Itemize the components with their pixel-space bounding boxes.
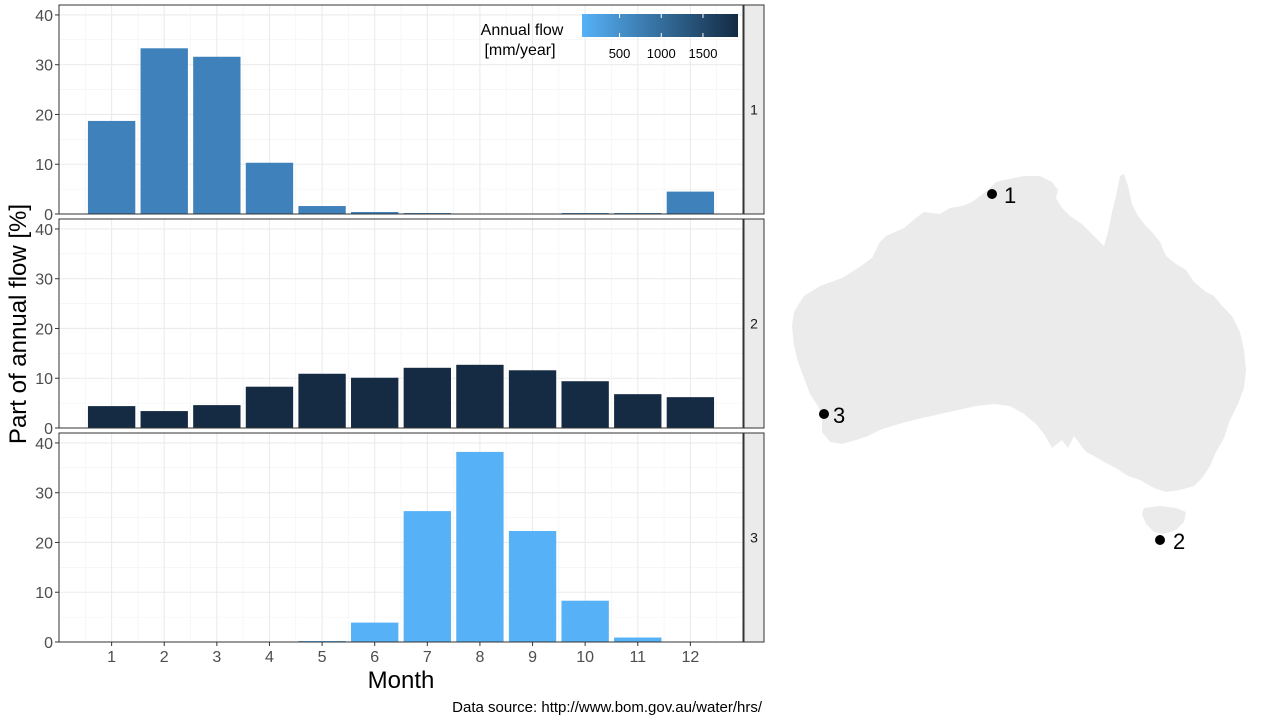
y-tick-label: 20 bbox=[35, 321, 53, 338]
bar-3-7 bbox=[403, 511, 451, 642]
x-tick-label: 1 bbox=[107, 649, 116, 666]
station-label-2: 2 bbox=[1173, 529, 1185, 554]
bar-1-5 bbox=[298, 206, 346, 214]
x-tick-label: 5 bbox=[318, 649, 327, 666]
legend-ticks: 500 1000 1500 bbox=[609, 14, 718, 61]
y-tick-label: 30 bbox=[35, 486, 53, 503]
legend-title-line1: Annual flow bbox=[481, 22, 564, 39]
y-tick-label: 40 bbox=[35, 436, 53, 453]
x-tick-label: 6 bbox=[370, 649, 379, 666]
bar-2-8 bbox=[456, 364, 504, 428]
bar-2-12 bbox=[666, 397, 715, 428]
x-tick-label: 3 bbox=[212, 649, 221, 666]
bar-3-11 bbox=[614, 637, 662, 642]
data-source-caption: Data source: http://www.bom.gov.au/water… bbox=[452, 699, 763, 716]
bar-2-4 bbox=[245, 386, 294, 428]
legend-tick-label: 500 bbox=[609, 46, 631, 61]
x-tick-label: 10 bbox=[576, 649, 594, 666]
x-tick-label: 11 bbox=[629, 649, 646, 666]
bar-1-6 bbox=[351, 212, 399, 214]
y-tick-label: 10 bbox=[35, 157, 53, 174]
facet-strip bbox=[743, 432, 765, 643]
facet-strip-label: 2 bbox=[750, 316, 758, 332]
australia-mainland bbox=[792, 174, 1246, 492]
bar-2-1 bbox=[87, 406, 136, 428]
map-station-3: 3 bbox=[819, 403, 845, 428]
facet-strip-label: 3 bbox=[750, 530, 758, 546]
bar-2-5 bbox=[298, 373, 346, 428]
station-label-3: 3 bbox=[833, 403, 845, 428]
y-tick-label: 30 bbox=[35, 58, 53, 75]
y-tick-label: 0 bbox=[44, 207, 53, 224]
facet-strip bbox=[743, 218, 765, 429]
y-tick-label: 40 bbox=[35, 222, 53, 239]
bar-2-2 bbox=[140, 411, 188, 428]
bar-3-10 bbox=[561, 600, 609, 642]
bar-1-4 bbox=[245, 162, 294, 214]
x-tick-label: 12 bbox=[681, 649, 699, 666]
australia-map: 1 2 3 bbox=[792, 174, 1246, 554]
y-axis-title: Part of annual flow [%] bbox=[5, 204, 32, 444]
bar-2-7 bbox=[403, 367, 451, 428]
bar-2-9 bbox=[508, 370, 557, 428]
bar-2-11 bbox=[614, 394, 662, 428]
bar-1-12 bbox=[666, 191, 715, 214]
legend: Annual flow [mm/year] 500 1000 1500 bbox=[481, 14, 738, 61]
y-tick-label: 0 bbox=[44, 421, 53, 438]
legend-colorbar bbox=[582, 14, 738, 37]
bar-2-6 bbox=[351, 377, 399, 428]
panel-border bbox=[58, 4, 744, 215]
station-marker-1 bbox=[987, 189, 997, 199]
y-tick-label: 30 bbox=[35, 272, 53, 289]
y-tick-label: 10 bbox=[35, 371, 53, 388]
bar-1-2 bbox=[140, 48, 188, 214]
x-tick-label: 8 bbox=[475, 649, 484, 666]
x-axis: 1 2 3 4 5 6 7 8 9 10 11 12 bbox=[107, 642, 699, 666]
y-tick-label: 10 bbox=[35, 585, 53, 602]
bar-3-9 bbox=[508, 531, 557, 642]
bar-2-3 bbox=[193, 405, 241, 428]
legend-tick-label: 1500 bbox=[689, 46, 718, 61]
y-tick-label: 20 bbox=[35, 535, 53, 552]
x-tick-label: 2 bbox=[160, 649, 169, 666]
facet-strip-label: 1 bbox=[750, 102, 758, 118]
tasmania bbox=[1142, 506, 1186, 534]
bar-2-10 bbox=[561, 381, 609, 428]
station-label-1: 1 bbox=[1004, 183, 1016, 208]
x-tick-label: 7 bbox=[423, 649, 432, 666]
y-tick-label: 0 bbox=[44, 635, 53, 652]
y-tick-label: 20 bbox=[35, 107, 53, 124]
bar-3-6 bbox=[351, 622, 399, 642]
bar-1-1 bbox=[87, 120, 136, 214]
facet-strip bbox=[743, 4, 765, 215]
x-tick-label: 4 bbox=[265, 649, 274, 666]
map-station-1: 1 bbox=[987, 183, 1016, 208]
x-tick-label: 9 bbox=[528, 649, 537, 666]
bar-3-8 bbox=[456, 451, 504, 642]
panel-border bbox=[58, 432, 744, 643]
y-tick-label: 40 bbox=[35, 8, 53, 25]
station-marker-3 bbox=[819, 409, 829, 419]
bar-1-3 bbox=[193, 56, 241, 214]
map-station-2: 2 bbox=[1155, 529, 1185, 554]
legend-title-line2: [mm/year] bbox=[484, 42, 555, 59]
x-axis-title: Month bbox=[368, 667, 435, 694]
station-marker-2 bbox=[1155, 535, 1165, 545]
panel-border bbox=[58, 218, 744, 429]
legend-tick-label: 1000 bbox=[647, 46, 676, 61]
